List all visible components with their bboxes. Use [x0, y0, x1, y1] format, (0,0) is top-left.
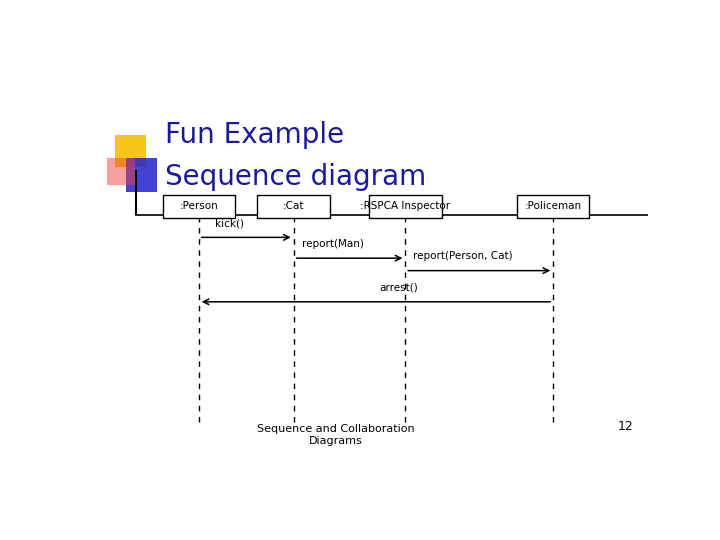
Bar — [369, 195, 441, 218]
Text: :Person: :Person — [179, 201, 218, 211]
Bar — [163, 195, 235, 218]
Text: Sequence diagram: Sequence diagram — [166, 163, 426, 191]
Bar — [517, 195, 590, 218]
Bar — [107, 158, 135, 185]
Bar — [115, 136, 145, 167]
Text: 12: 12 — [618, 420, 634, 433]
Text: :RSPCA Inspector: :RSPCA Inspector — [360, 201, 450, 211]
Text: :Policeman: :Policeman — [525, 201, 582, 211]
Text: report(Person, Cat): report(Person, Cat) — [413, 252, 512, 261]
Text: Sequence and Collaboration
Diagrams: Sequence and Collaboration Diagrams — [257, 424, 414, 446]
Bar — [258, 195, 330, 218]
Text: arrest(): arrest() — [379, 282, 418, 293]
Text: kick(): kick() — [215, 218, 244, 228]
Text: :Cat: :Cat — [283, 201, 305, 211]
Text: report(Man): report(Man) — [302, 239, 364, 249]
Bar — [126, 158, 157, 192]
Text: Fun Example: Fun Example — [166, 122, 344, 150]
